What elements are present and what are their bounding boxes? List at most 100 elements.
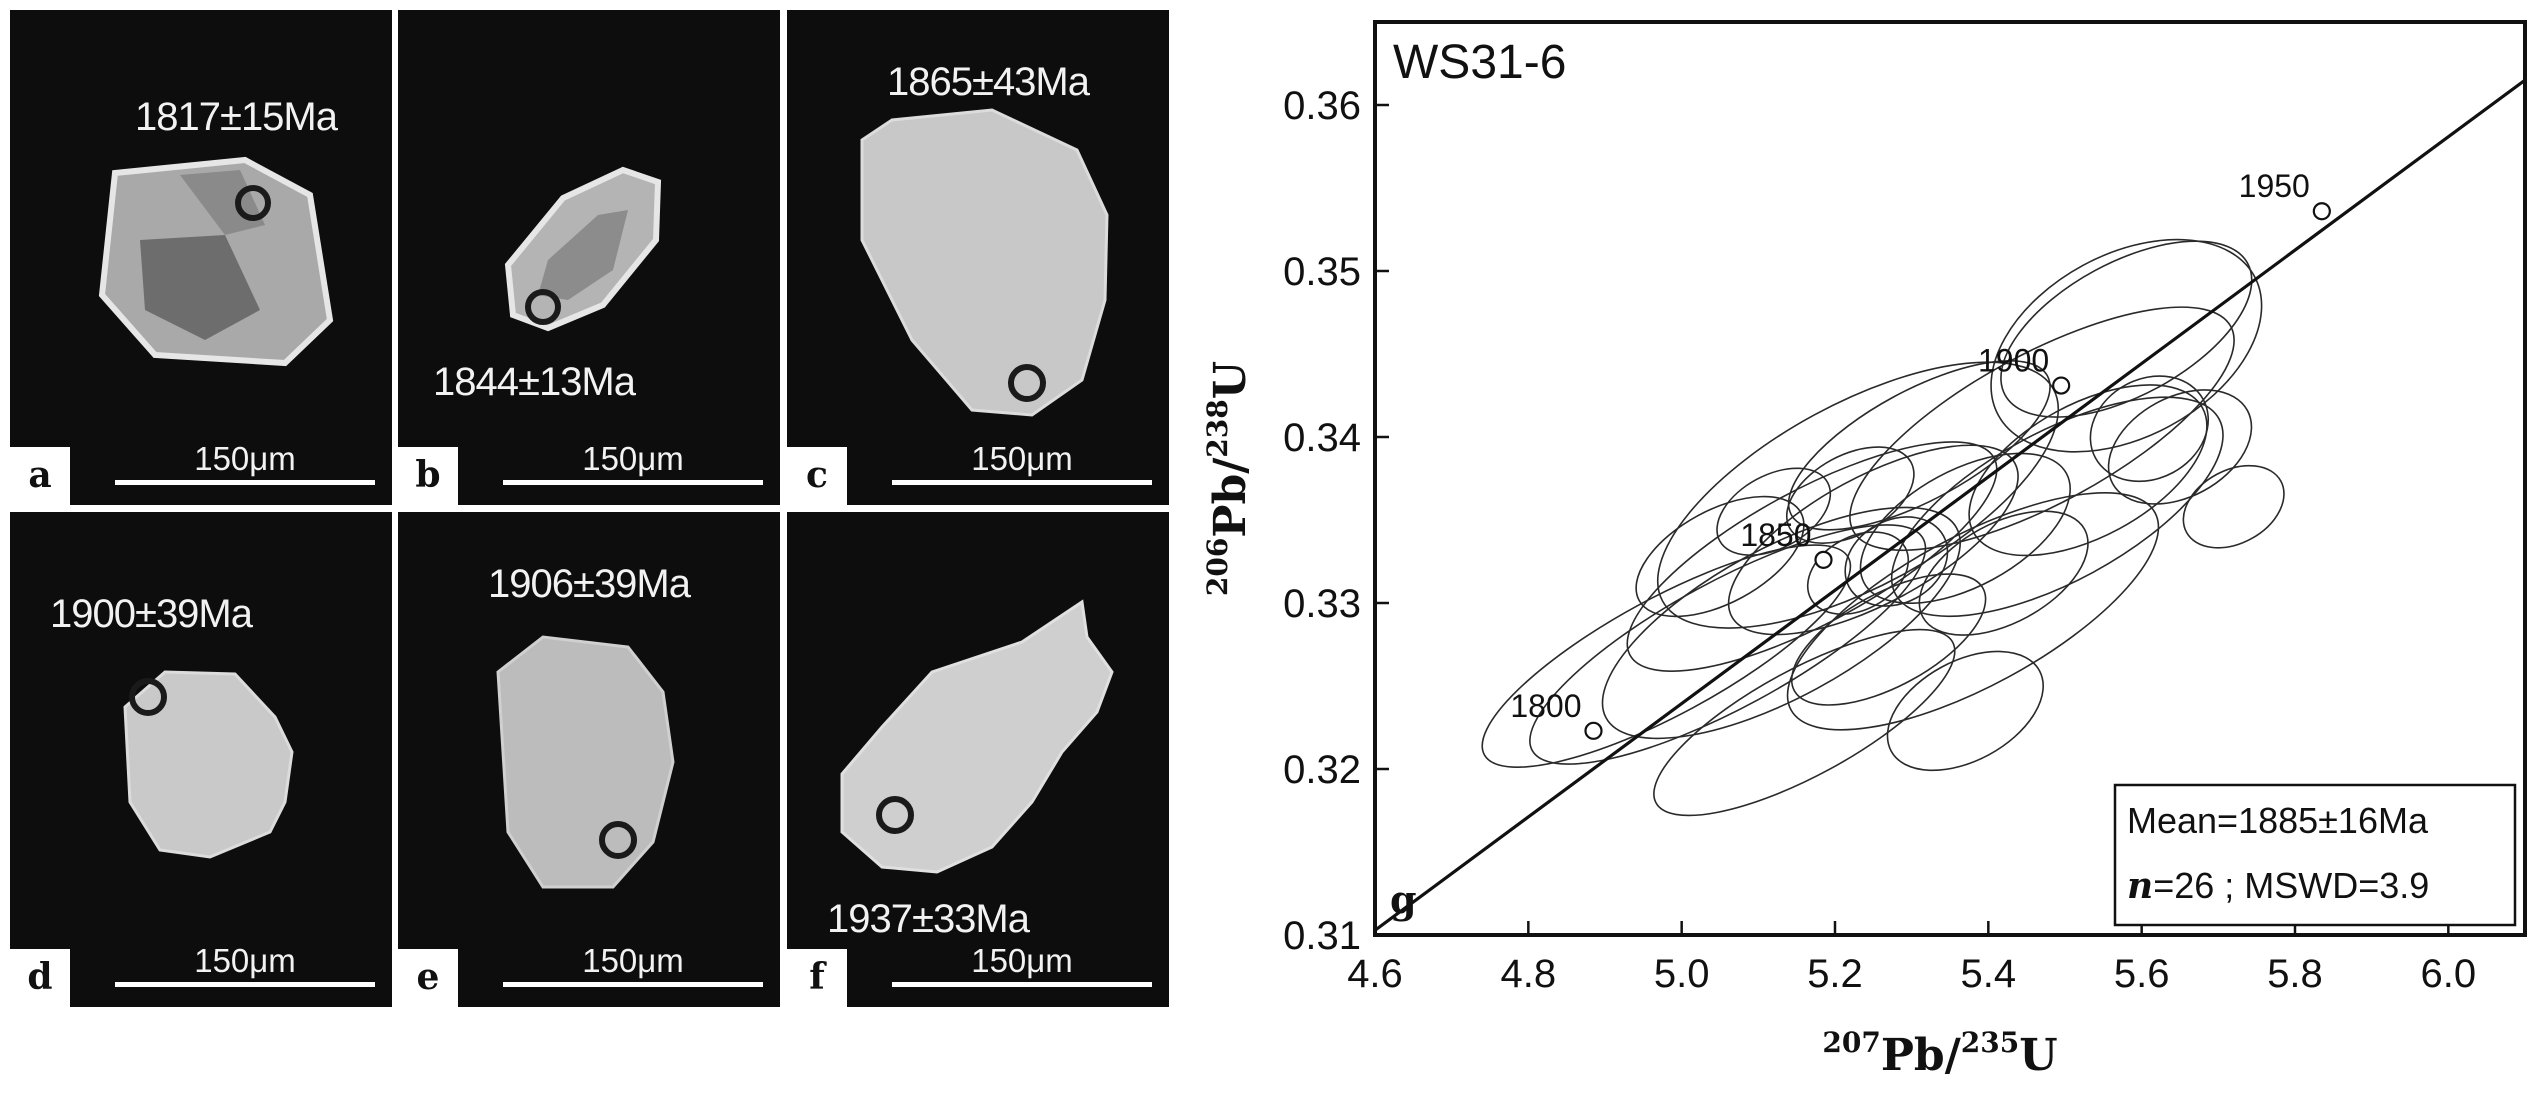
concordia-curve bbox=[1375, 78, 2525, 933]
zircon-grain-f bbox=[840, 599, 1114, 874]
panel-c: 1865±43Ma c 150μm bbox=[787, 10, 1169, 505]
error-ellipse-17 bbox=[2089, 375, 2210, 483]
concordia-chart: 1800 1850 1900 1950 4.6 4.8 5.0 5.2 5.4 5.6 5.8 6.… bbox=[1201, 20, 2527, 1081]
x-tick-label-5.4: 5.4 bbox=[1961, 952, 2017, 996]
y-label-mass2: 238 bbox=[1201, 399, 1234, 457]
y-axis-label: 206Pb/238U bbox=[1201, 361, 1256, 596]
age-marker-label-1850: 1850 bbox=[1740, 517, 1811, 553]
x-axis-label: 207Pb/235U bbox=[1822, 1026, 2057, 1081]
zircon-grain-e bbox=[496, 635, 675, 889]
panel-a: 1817±15Ma a 150μm bbox=[10, 10, 392, 505]
error-ellipse-26 bbox=[1635, 495, 1805, 618]
y-tick-label-0.35: 0.35 bbox=[1283, 250, 1361, 294]
concordia-line bbox=[1375, 78, 2525, 933]
x-label-element: Pb/ bbox=[1881, 1030, 1962, 1081]
panel-d: 1900±39Ma d 150μm bbox=[10, 512, 392, 1007]
age-marker-1800 bbox=[1584, 721, 1603, 740]
stats-n-symbol: n bbox=[2127, 865, 2153, 907]
scale-bar-a bbox=[115, 480, 375, 485]
scale-bar-c bbox=[892, 480, 1152, 485]
error-ellipse-6 bbox=[1727, 444, 2019, 636]
x-tick-label-5.8: 5.8 bbox=[2267, 952, 2323, 996]
age-marker-label-1950: 1950 bbox=[2239, 168, 2310, 204]
panel-letter-f: f bbox=[787, 949, 847, 1007]
age-marker-1950 bbox=[2312, 202, 2331, 221]
zircon-grain-d bbox=[123, 670, 294, 859]
y-tick-label-0.34: 0.34 bbox=[1283, 416, 1361, 460]
x-tick-label-5.0: 5.0 bbox=[1654, 952, 1710, 996]
x-label-mass: 207 bbox=[1822, 1026, 1880, 1059]
panel-b: 1844±13Ma b 150μm bbox=[398, 10, 780, 505]
x-label-mass2: 235 bbox=[1961, 1026, 2019, 1059]
scale-text-c: 150μm bbox=[971, 440, 1073, 477]
chart-title: WS31-6 bbox=[1393, 36, 1566, 89]
age-label-b: 1844±13Ma bbox=[433, 360, 636, 404]
error-ellipse-5 bbox=[1890, 396, 2224, 618]
y-label-element: Pb/ bbox=[1205, 457, 1256, 538]
y-tick-label-0.33: 0.33 bbox=[1283, 582, 1361, 626]
age-label-d: 1900±39Ma bbox=[50, 592, 253, 636]
age-marker-1850 bbox=[1814, 550, 1833, 569]
age-markers: 1800 1850 1900 1950 bbox=[1510, 168, 2331, 740]
error-ellipse-25 bbox=[1859, 452, 2071, 605]
scale-text-e: 150μm bbox=[582, 942, 684, 979]
stats-box: Mean=1885±16Ma n=26 ; MSWD=3.9 bbox=[2113, 783, 2517, 927]
zircon-grain-a bbox=[98, 156, 334, 367]
stats-n-mswd: n=26 ; MSWD=3.9 bbox=[2127, 865, 2429, 907]
axis-ticks: 4.6 4.8 5.0 5.2 5.4 5.6 5.8 6.0 0.31 0.32 0.33 0.34… bbox=[1283, 84, 2476, 996]
error-ellipse-2 bbox=[1849, 306, 2235, 552]
error-ellipse-18 bbox=[2107, 389, 2253, 505]
zircon-grain-c bbox=[860, 108, 1109, 417]
x-tick-label-5.2: 5.2 bbox=[1807, 952, 1863, 996]
panel-letter-g: g bbox=[1390, 877, 1417, 922]
panel-letter-b: b bbox=[398, 447, 458, 505]
error-ellipse-24 bbox=[1968, 384, 2208, 557]
age-label-e: 1906±39Ma bbox=[488, 562, 691, 606]
age-marker-label-1900: 1900 bbox=[1978, 343, 2049, 379]
error-ellipse-14 bbox=[1918, 510, 2089, 636]
x-tick-label-6.0: 6.0 bbox=[2421, 952, 2477, 996]
y-label-mass: 206 bbox=[1201, 538, 1234, 596]
error-ellipse-21 bbox=[1716, 467, 1832, 556]
age-marker-1900 bbox=[2052, 376, 2071, 395]
scale-bar-d bbox=[115, 982, 375, 987]
panel-letter-e: e bbox=[398, 949, 458, 1007]
x-label-tail: U bbox=[2019, 1030, 2057, 1081]
error-ellipse-8 bbox=[1786, 492, 2160, 731]
scale-text-b: 150μm bbox=[582, 440, 684, 477]
panel-letter-a: a bbox=[10, 447, 70, 505]
error-ellipse-22 bbox=[1806, 531, 1910, 615]
y-tick-label-0.31: 0.31 bbox=[1283, 914, 1361, 958]
panel-letter-d: d bbox=[10, 949, 70, 1007]
stats-box-frame bbox=[2113, 783, 2517, 927]
scale-bar-e bbox=[503, 982, 763, 987]
error-ellipse-11 bbox=[1653, 628, 1956, 817]
error-ellipse-19 bbox=[2182, 464, 2285, 549]
error-ellipses bbox=[1481, 238, 2285, 817]
age-label-f: 1937±33Ma bbox=[827, 897, 1030, 941]
error-ellipse-13 bbox=[1886, 650, 2044, 772]
zircon-grain-b bbox=[504, 166, 662, 332]
y-tick-label-0.36: 0.36 bbox=[1283, 84, 1361, 128]
age-label-a: 1817±15Ma bbox=[135, 95, 338, 139]
error-ellipse-20 bbox=[2000, 240, 2253, 418]
y-label-tail: U bbox=[1205, 361, 1256, 399]
error-ellipse-10 bbox=[1481, 544, 1852, 768]
panel-f: 1937±33Ma f 150μm bbox=[787, 512, 1169, 1007]
stats-n-value: =26 ; MSWD=3.9 bbox=[2153, 865, 2429, 906]
error-ellipse-9 bbox=[1529, 524, 1927, 765]
panel-letter-c: c bbox=[787, 447, 847, 505]
panel-e: 1906±39Ma e 150μm bbox=[398, 512, 780, 1007]
x-tick-label-5.6: 5.6 bbox=[2114, 952, 2170, 996]
y-tick-label-0.32: 0.32 bbox=[1283, 748, 1361, 792]
error-ellipse-1 bbox=[1990, 238, 2263, 453]
scale-text-f: 150μm bbox=[971, 942, 1073, 979]
stats-mean: Mean=1885±16Ma bbox=[2127, 800, 2429, 841]
age-label-c: 1865±43Ma bbox=[887, 60, 1090, 104]
age-marker-label-1800: 1800 bbox=[1510, 688, 1581, 724]
error-ellipse-7 bbox=[1601, 506, 1961, 740]
scale-bar-b bbox=[503, 480, 763, 485]
x-tick-label-4.8: 4.8 bbox=[1501, 952, 1557, 996]
scale-text-a: 150μm bbox=[194, 440, 296, 477]
x-tick-label-4.6: 4.6 bbox=[1347, 952, 1403, 996]
